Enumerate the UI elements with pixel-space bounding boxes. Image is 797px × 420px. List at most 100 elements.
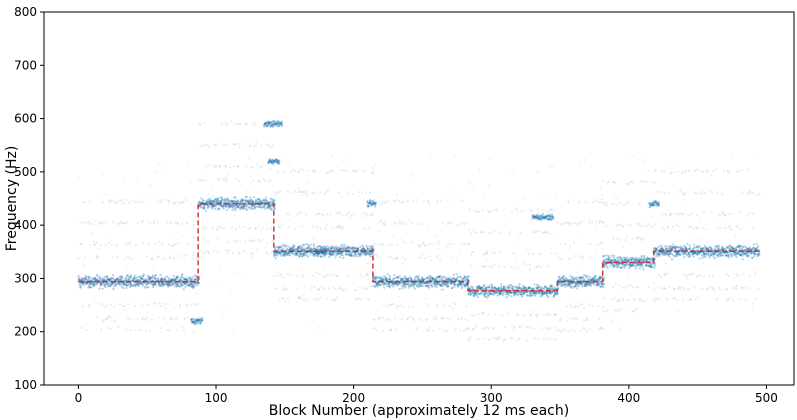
scatter-point xyxy=(735,255,738,258)
scatter-point xyxy=(174,285,178,288)
scatter-point xyxy=(505,171,508,174)
scatter-point xyxy=(223,176,227,179)
scatter-point xyxy=(217,197,220,201)
scatter-point xyxy=(218,265,221,268)
scatter-point xyxy=(195,257,199,260)
scatter-point xyxy=(467,243,470,246)
scatter-point xyxy=(581,276,584,279)
scatter-point xyxy=(253,196,256,199)
scatter-point xyxy=(610,319,614,322)
scatter-point xyxy=(235,177,238,181)
scatter-point xyxy=(467,278,470,282)
scatter-point xyxy=(129,329,132,332)
scatter-point xyxy=(545,327,548,330)
scatter-point xyxy=(149,222,152,225)
scatter-point xyxy=(602,294,605,297)
scatter-point xyxy=(244,199,247,202)
scatter-point xyxy=(192,285,195,288)
scatter-point xyxy=(614,181,617,184)
scatter-point xyxy=(242,199,245,202)
scatter-point xyxy=(122,280,126,283)
scatter-point xyxy=(553,305,556,309)
scatter-point xyxy=(287,218,290,221)
scatter-point xyxy=(183,278,186,281)
scatter-point xyxy=(218,204,221,207)
scatter-point xyxy=(210,188,213,191)
scatter-point xyxy=(231,226,234,229)
scatter-point xyxy=(576,271,579,274)
scatter-point xyxy=(236,199,239,202)
scatter-point xyxy=(231,200,234,203)
scatter-point xyxy=(413,287,417,290)
scatter-point xyxy=(667,191,670,195)
scatter-point xyxy=(79,279,82,282)
scatter-point xyxy=(114,319,117,322)
scatter-point xyxy=(185,303,188,306)
scatter-point xyxy=(371,171,375,174)
scatter-point xyxy=(82,281,85,284)
scatter-point xyxy=(159,304,162,307)
scatter-point xyxy=(268,222,271,225)
scatter-point xyxy=(683,256,686,259)
scatter-point xyxy=(396,198,399,201)
scatter-point xyxy=(319,255,322,258)
scatter-point xyxy=(194,282,197,285)
scatter-point xyxy=(263,179,267,182)
scatter-point xyxy=(634,309,637,312)
scatter-point xyxy=(528,263,531,266)
scatter-point xyxy=(200,179,203,182)
scatter-point xyxy=(322,275,325,278)
scatter-point xyxy=(183,197,186,200)
scatter-point xyxy=(665,262,669,265)
scatter-point xyxy=(149,277,152,280)
scatter-point xyxy=(167,284,170,287)
scatter-point xyxy=(184,282,187,286)
scatter-point xyxy=(106,277,109,280)
scatter-point xyxy=(459,276,462,279)
scatter-point xyxy=(591,304,594,307)
scatter-point xyxy=(622,299,625,302)
scatter-point xyxy=(114,278,117,281)
scatter-point xyxy=(429,258,432,261)
scatter-point xyxy=(514,253,517,256)
scatter-point xyxy=(307,243,310,246)
scatter-point xyxy=(485,326,488,329)
scatter-point xyxy=(695,193,698,196)
scatter-point xyxy=(119,275,122,278)
scatter-point xyxy=(454,303,457,306)
scatter-point xyxy=(452,256,455,259)
scatter-point xyxy=(93,298,96,301)
scatter-point xyxy=(232,143,235,146)
scatter-point xyxy=(143,279,146,282)
scatter-point xyxy=(276,274,279,277)
scatter-point xyxy=(186,282,189,285)
scatter-point xyxy=(118,278,121,281)
scatter-point xyxy=(254,123,257,126)
scatter-point xyxy=(129,276,132,279)
scatter-point xyxy=(707,275,711,278)
scatter-point xyxy=(599,186,602,189)
scatter-point xyxy=(150,257,153,261)
scatter-point xyxy=(478,168,481,172)
scatter-point xyxy=(112,287,115,291)
scatter-point xyxy=(461,222,464,225)
scatter-point xyxy=(727,274,730,277)
scatter-point xyxy=(232,165,235,168)
scatter-point xyxy=(152,221,156,225)
scatter-point xyxy=(186,284,189,287)
scatter-point xyxy=(88,220,91,223)
scatter-point xyxy=(157,281,160,285)
scatter-point xyxy=(120,277,123,280)
scatter-point xyxy=(178,285,181,288)
scatter-point xyxy=(242,206,245,209)
scatter-point xyxy=(254,228,257,231)
scatter-point xyxy=(535,292,539,295)
scatter-point xyxy=(261,200,264,203)
scatter-point xyxy=(221,144,224,147)
scatter-point xyxy=(467,285,470,288)
scatter-point xyxy=(199,204,202,207)
scatter-point xyxy=(125,284,129,287)
scatter-point xyxy=(141,284,144,287)
scatter-point xyxy=(99,282,102,286)
scatter-point xyxy=(652,282,656,285)
